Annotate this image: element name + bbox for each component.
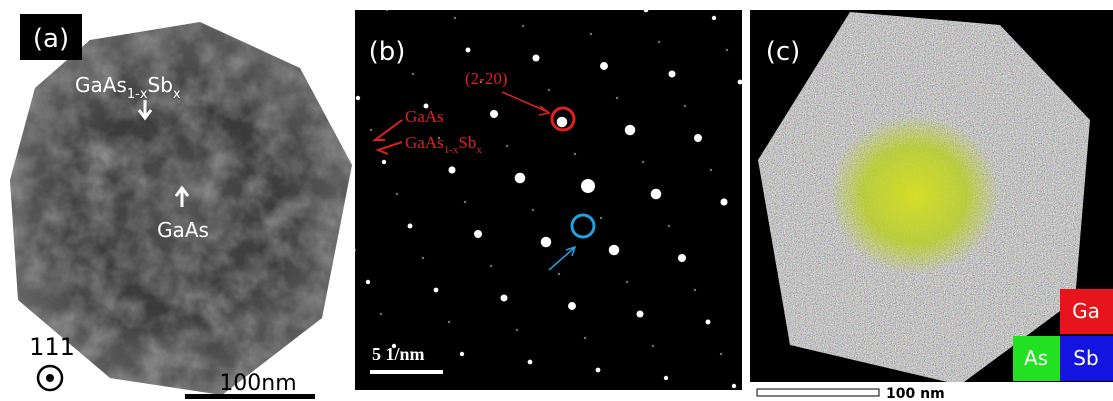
weak-spot — [694, 289, 696, 291]
diffraction-spot — [669, 71, 676, 78]
scale-bar-label: 5 1/nm — [372, 344, 425, 364]
panel-b: (b) (2-20) GaAs GaAs1-xSbx 5 1/nm — [344, 0, 743, 390]
diffraction-spot — [460, 352, 464, 356]
weak-spot — [558, 273, 560, 275]
diffraction-spot — [408, 224, 413, 229]
text: GaAs — [75, 73, 127, 97]
weak-spot — [422, 257, 424, 259]
weak-spot — [522, 25, 524, 27]
diffraction-spot — [712, 16, 716, 20]
weak-spot — [584, 337, 586, 339]
core-label: GaAs — [157, 218, 209, 242]
diffraction-spot — [528, 360, 533, 365]
text: Sb — [458, 133, 476, 152]
weak-spot — [448, 321, 450, 323]
diffraction-spot — [664, 376, 668, 380]
diffraction-spot — [636, 310, 643, 317]
weak-spot — [710, 169, 712, 171]
weak-spot — [658, 41, 660, 43]
diffraction-spot — [678, 254, 686, 262]
phase-label: GaAs — [405, 107, 444, 126]
panel-label: (c) — [766, 37, 801, 67]
weak-spot — [532, 209, 534, 211]
subscript: x — [173, 87, 181, 102]
weak-spot — [506, 145, 508, 147]
spot-label: (2-20) — [465, 69, 507, 88]
diffraction-spot — [568, 302, 576, 310]
diffraction-spot — [474, 230, 482, 238]
diffraction-spot — [515, 173, 526, 184]
weak-spot — [412, 73, 414, 75]
diffraction-spot — [644, 8, 649, 13]
diffraction-spot — [466, 48, 471, 53]
scale-bar-label: 100nm — [219, 371, 296, 396]
weak-spot — [652, 345, 654, 347]
diffraction-spot — [596, 368, 601, 373]
diffraction-spot — [732, 384, 736, 388]
diffraction-spot — [581, 179, 595, 193]
diffraction-spot — [720, 198, 727, 205]
zone-axis-dot — [46, 374, 54, 382]
weak-spot — [380, 313, 382, 315]
subscript: x — [476, 144, 482, 156]
scale-bar — [757, 389, 879, 396]
scale-bar — [370, 370, 443, 374]
diffraction-spot — [609, 245, 620, 256]
diffraction-spot — [490, 110, 498, 118]
subscript: 1-x — [444, 144, 459, 156]
weak-spot — [626, 281, 628, 283]
weak-spot — [490, 265, 492, 267]
diffraction-spot — [434, 288, 439, 293]
text: Sb — [148, 73, 173, 97]
panel-c: (c) Ga As Sb 100 nm — [750, 10, 1113, 401]
figure: (a) GaAs1-xSbx GaAs 111 100nm (b) (2-20)… — [0, 0, 1113, 401]
weak-spot — [616, 97, 618, 99]
weak-spot — [642, 161, 644, 163]
legend-label: Ga — [1072, 299, 1100, 323]
panel-a: (a) GaAs1-xSbx GaAs 111 100nm — [0, 0, 360, 401]
diffraction-spot — [532, 54, 539, 61]
diffraction-spot — [706, 320, 711, 325]
legend-label: As — [1024, 346, 1048, 370]
background — [355, 10, 742, 390]
diffraction-spot — [356, 96, 360, 100]
weak-spot — [684, 105, 686, 107]
scale-bar — [185, 394, 315, 399]
weak-spot — [396, 193, 398, 195]
diffraction-spot — [738, 80, 743, 85]
diffraction-spot — [651, 189, 662, 200]
orientation-label: 111 — [29, 333, 75, 361]
legend-label: Sb — [1073, 346, 1098, 370]
panel-label: (b) — [369, 37, 406, 67]
weak-spot — [726, 49, 728, 51]
diffraction-spot — [625, 125, 636, 136]
weak-spot — [574, 153, 576, 155]
weak-spot — [668, 225, 670, 227]
weak-spot — [464, 201, 466, 203]
panel-label: (a) — [33, 24, 69, 54]
weak-spot — [454, 17, 456, 19]
diffraction-spot — [557, 117, 568, 128]
diffraction-spot — [541, 237, 552, 248]
diffraction-spot — [366, 280, 370, 284]
diffraction-spot — [501, 295, 508, 302]
diffraction-spot — [600, 62, 608, 70]
scale-bar-label: 100 nm — [886, 386, 945, 401]
weak-spot — [590, 33, 592, 35]
subscript: 1-x — [127, 87, 148, 102]
diffraction-spot — [448, 166, 455, 173]
core-region — [830, 115, 1000, 275]
text: GaAs — [405, 133, 444, 152]
diffraction-spot — [382, 160, 386, 164]
weak-spot — [548, 89, 550, 91]
diffraction-spot — [694, 134, 702, 142]
weak-spot — [600, 217, 602, 219]
weak-spot — [370, 129, 372, 131]
weak-spot — [720, 353, 722, 355]
weak-spot — [386, 9, 388, 11]
weak-spot — [516, 329, 518, 331]
weak-spot — [354, 249, 356, 251]
